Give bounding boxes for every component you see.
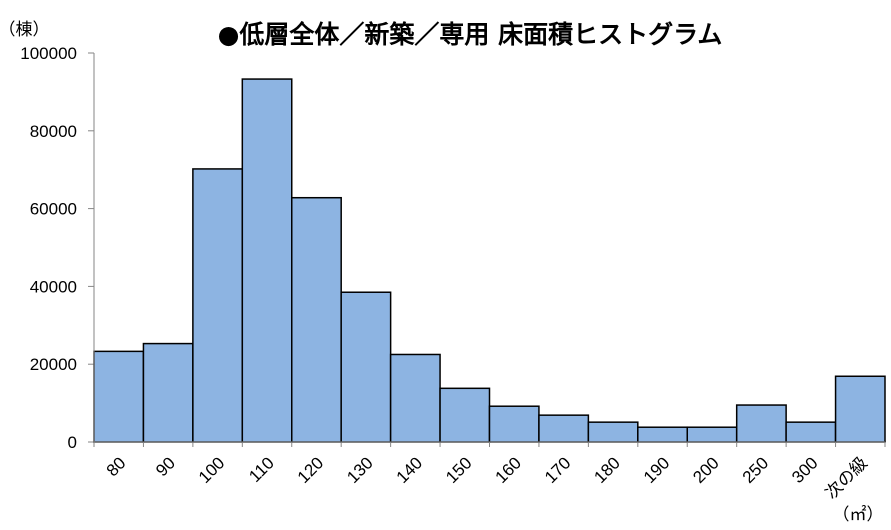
bars	[93, 78, 886, 443]
bar-80	[93, 350, 145, 443]
x-tick-label: 90	[152, 453, 179, 480]
bar-300	[785, 421, 837, 443]
bar-130	[340, 291, 392, 443]
y-tick-label: 80000	[30, 122, 77, 141]
chart-title: ●低層全体／新築／専用 床面積ヒストグラム	[218, 20, 723, 49]
bar-170	[538, 414, 590, 443]
bar-150	[439, 387, 491, 443]
bar-190	[637, 426, 688, 443]
bar-200	[686, 426, 738, 443]
bar-100	[192, 168, 244, 443]
x-tick-label: 150	[442, 453, 475, 486]
x-tick-label: 190	[640, 453, 673, 486]
x-tick-label: 100	[195, 453, 228, 486]
y-axis-ticks: 0 20000 40000 60000 80000 100000	[20, 44, 94, 452]
bar-次の級	[834, 375, 886, 443]
y-tick-label: 40000	[30, 277, 77, 296]
y-axis-unit-label: （棟）	[0, 20, 50, 40]
x-tick-label: 200	[689, 453, 722, 486]
x-tick-label: 120	[294, 453, 327, 486]
x-tick-label: 180	[590, 453, 623, 486]
bar-180	[587, 421, 639, 443]
y-tick-label: 0	[68, 433, 77, 452]
x-tick-label: 170	[541, 453, 574, 486]
x-tick-label: 80	[103, 453, 130, 480]
bar-250	[735, 404, 787, 443]
x-axis-unit-label: （㎡）	[833, 505, 884, 525]
x-tick-label: 300	[788, 453, 821, 486]
y-tick-label: 100000	[20, 44, 77, 63]
x-tick-label: 110	[245, 453, 278, 486]
x-tick-label: 160	[492, 453, 525, 486]
x-tick-label: 次の級	[822, 453, 871, 502]
bar-160	[488, 405, 540, 443]
x-tick-label: 140	[393, 453, 426, 486]
x-axis-ticks: 80 90 100 110 120 130 140 150 160 170 180 190 200 250…	[93, 442, 886, 503]
x-tick-label: 250	[739, 453, 772, 486]
bar-140	[389, 353, 441, 443]
bar-120	[291, 196, 342, 443]
x-tick-label: 130	[343, 453, 376, 486]
y-tick-label: 60000	[30, 200, 77, 219]
bar-90	[142, 342, 194, 443]
y-tick-label: 20000	[30, 355, 77, 374]
bar-110	[241, 78, 293, 443]
